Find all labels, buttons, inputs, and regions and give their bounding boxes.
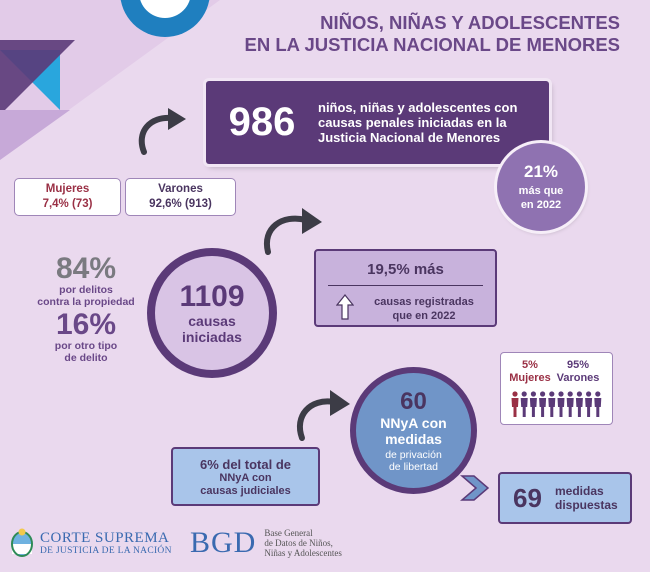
argentina-shield-icon [11, 528, 33, 557]
total-nnya-number: 986 [228, 100, 296, 144]
man-icon [539, 391, 547, 417]
page-title: NIÑOS, NIÑAS Y ADOLESCENTES EN LA JUSTIC… [244, 12, 620, 55]
increase-badge: 21% más que en 2022 [497, 143, 585, 231]
woman-icon [511, 391, 519, 417]
measures-circle: 60 NNyA con medidas de privación de libert… [350, 367, 477, 494]
people-icons [511, 391, 602, 417]
total-nnya-text: niños, niñas y adolescentes con causas p… [318, 100, 518, 145]
curved-arrow-icon [263, 208, 322, 255]
total-nnya-box: 986 niños, niñas y adolescentes con caus… [206, 81, 549, 164]
decorative-corner [0, 0, 220, 160]
man-icon [585, 391, 593, 417]
man-icon [575, 391, 583, 417]
mujeres-box: Mujeres 7,4% (73) [14, 178, 121, 216]
right-arrow-icon [460, 475, 490, 501]
curved-arrow-icon [138, 108, 186, 155]
varones-box: Varones 92,6% (913) [125, 178, 236, 216]
man-icon [594, 391, 602, 417]
property-crime-pct: 84% [55, 252, 117, 285]
curved-arrow-icon [297, 390, 350, 441]
measures-total-box: 69 medidas dispuestas [498, 472, 632, 524]
crime-types: 84% por delitos contra la propiedad 16% p… [16, 252, 156, 365]
man-icon [529, 391, 537, 417]
causes-increase-box: 19,5% más causas registradas que en 2022 [314, 249, 497, 327]
man-icon [566, 391, 574, 417]
detention-gender-legend: 5% Mujeres 95% Varones [500, 352, 613, 425]
man-icon [548, 391, 556, 417]
other-crime-pct: 16% [55, 308, 117, 341]
share-box: 6% del total de NNyA con causas judiciale… [171, 447, 320, 506]
man-icon [557, 391, 565, 417]
up-arrow-icon [336, 294, 354, 320]
causes-circle: 1109 causas iniciadas [147, 248, 277, 378]
csj-logo: CORTE SUPREMA DE JUSTICIA DE LA NACIÓN [10, 528, 172, 558]
man-icon [520, 391, 528, 417]
bgd-logo: BGD Base General de Datos de Niños, Niña… [190, 526, 342, 559]
